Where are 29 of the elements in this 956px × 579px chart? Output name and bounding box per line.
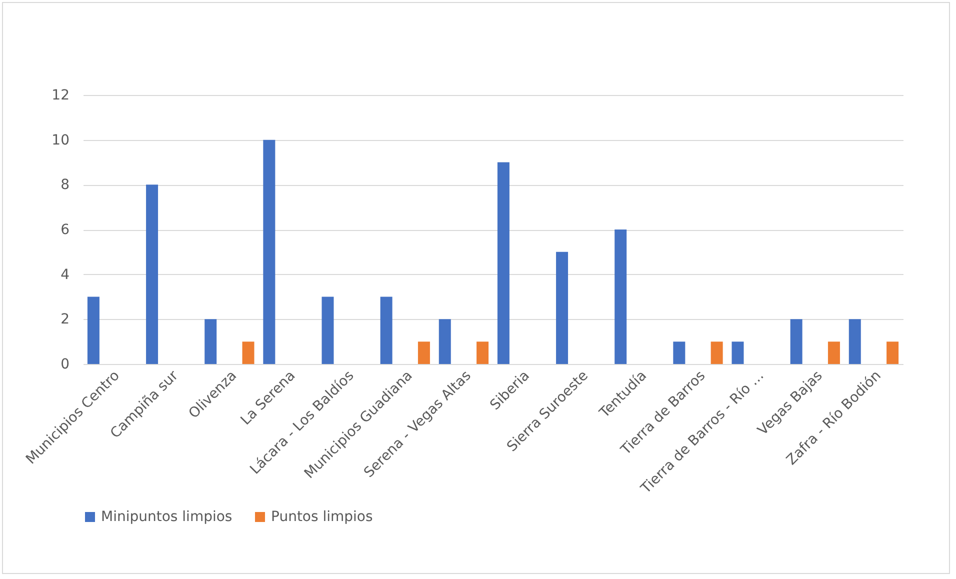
bar: [418, 342, 430, 364]
legend-label: Puntos limpios: [271, 509, 373, 525]
bar: [614, 230, 627, 364]
bar: [380, 296, 392, 364]
bar: [322, 296, 334, 364]
bar: [710, 342, 723, 364]
y-tick-label: 8: [60, 177, 70, 194]
y-tick-label: 0: [60, 356, 70, 372]
bar: [732, 342, 744, 364]
bar: [146, 184, 158, 364]
bar: [242, 342, 254, 364]
bar: [476, 342, 489, 364]
bar: [556, 252, 568, 364]
bar: [886, 342, 899, 364]
bar: [828, 342, 840, 364]
y-tick-label: 6: [60, 222, 70, 238]
y-tick-label: 2: [60, 312, 70, 328]
bar: [204, 319, 217, 364]
y-tick-label: 10: [52, 132, 70, 148]
bar: [673, 342, 686, 364]
y-tick-label: 4: [60, 266, 70, 283]
bar: [87, 296, 100, 364]
bar: [790, 319, 802, 364]
bar: [848, 319, 861, 364]
y-tick-label: 12: [52, 88, 70, 104]
bar: [263, 140, 276, 364]
legend-label: Minipuntos limpios: [101, 509, 232, 525]
bar: [438, 319, 451, 364]
bar: [497, 162, 510, 364]
